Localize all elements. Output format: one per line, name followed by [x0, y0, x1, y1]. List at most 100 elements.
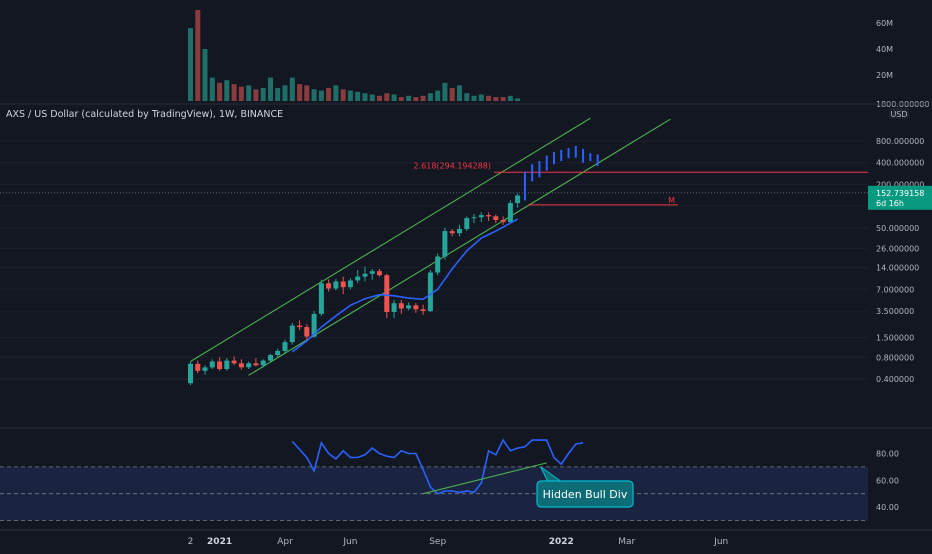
time-label-0: 2 — [188, 537, 194, 547]
channel-lower[interactable] — [248, 118, 671, 376]
price-tick-8: 3.500000 — [876, 307, 914, 316]
volume-bar-8 — [246, 85, 252, 101]
candle-body-41 — [486, 215, 492, 217]
volume-bar-17 — [311, 89, 317, 101]
candle-body-35 — [442, 231, 448, 257]
candle-body-30 — [406, 305, 412, 309]
moving-average — [291, 218, 518, 353]
callout-box — [536, 480, 634, 508]
volume-bar-16 — [304, 85, 310, 101]
candle-body-40 — [478, 215, 484, 218]
volume-bar-7 — [238, 86, 244, 101]
volume-bar-9 — [253, 89, 259, 101]
candle-body-28 — [391, 303, 397, 312]
candle-body-1 — [195, 363, 201, 371]
candle-body-10 — [260, 360, 266, 366]
volume-bar-37 — [457, 85, 462, 101]
volume-bar-11 — [268, 77, 273, 101]
candle-body-7 — [238, 363, 244, 368]
volume-bar-38 — [464, 93, 470, 101]
currency-badge[interactable]: USD — [890, 110, 907, 119]
rsi-axis: 80.00 60.00 40.00 — [876, 450, 899, 513]
volume-bar-12 — [275, 88, 281, 101]
volume-bar-28 — [391, 94, 397, 101]
trend-channel[interactable] — [190, 117, 671, 376]
candle-body-2 — [202, 367, 208, 371]
price-tick-9: 1.500000 — [876, 334, 914, 343]
price-tick-11: 0.400000 — [876, 375, 914, 384]
price-axis[interactable]: 800.000000400.000000200.000000100.000000… — [868, 137, 932, 384]
candle-body-17 — [311, 313, 317, 337]
price-grid — [0, 140, 868, 380]
candle-body-29 — [398, 303, 404, 309]
last-price-countdown: 6d 16h — [876, 199, 904, 208]
last-price-tag[interactable] — [868, 185, 932, 210]
volume-bar-43 — [500, 97, 506, 101]
volume-bar-42 — [493, 97, 499, 101]
candle-body-6 — [231, 360, 237, 364]
volume-bar-19 — [326, 88, 332, 101]
volume-bar-13 — [282, 85, 288, 101]
volume-bar-3 — [209, 77, 215, 101]
ma-line — [291, 218, 518, 353]
divergence-line[interactable] — [423, 462, 547, 495]
candle-body-44 — [507, 203, 513, 223]
price-tick-0: 800.000000 — [876, 137, 924, 146]
volume-bar-26 — [377, 95, 382, 101]
candle-body-26 — [377, 271, 382, 276]
candle-body-38 — [464, 218, 470, 229]
rsi-tick-60.00: 60.00 — [876, 476, 899, 485]
candle-body-37 — [457, 229, 462, 234]
candle-body-31 — [413, 305, 419, 310]
volume-bar-27 — [384, 93, 390, 101]
candle-body-0 — [188, 363, 193, 384]
candle-body-3 — [209, 361, 215, 368]
volume-bar-44 — [507, 95, 513, 101]
volume-tick-20M: 20M — [876, 71, 893, 80]
volume-bar-2 — [202, 49, 208, 101]
volume-bar-22 — [347, 90, 353, 101]
fib-level-label: 2.618(294.194288) — [414, 161, 492, 170]
rsi-pane — [0, 438, 868, 521]
volume-bar-0 — [188, 28, 193, 102]
channel-upper[interactable] — [190, 117, 591, 362]
volume-bar-23 — [355, 91, 361, 101]
candle-body-33 — [427, 272, 433, 312]
hidden-bull-div-callout[interactable]: Hidden Bull Div — [536, 466, 634, 508]
fib-extension[interactable]: 2.618(294.194288) M — [414, 161, 869, 206]
time-label-2: Apr — [277, 537, 293, 547]
volume-bar-24 — [362, 93, 368, 101]
candle-body-32 — [420, 309, 426, 311]
m-level-label: M — [668, 196, 675, 205]
time-label-1: 2021 — [207, 537, 232, 547]
volume-bar-15 — [297, 84, 303, 101]
candle-body-20 — [333, 281, 339, 289]
candle-body-9 — [253, 363, 259, 366]
volume-bar-29 — [398, 97, 404, 101]
time-label-6: Mar — [618, 537, 635, 547]
candle-body-45 — [515, 195, 521, 204]
candle-body-23 — [355, 276, 361, 281]
time-label-7: Jun — [713, 537, 728, 547]
time-label-5: 2022 — [549, 537, 574, 547]
volume-bar-25 — [369, 94, 375, 101]
symbol-title: AXS / US Dollar (calculated by TradingVi… — [6, 109, 283, 120]
volume-bar-36 — [449, 88, 455, 101]
volume-bar-40 — [478, 94, 484, 101]
candle-body-34 — [435, 256, 441, 273]
candle-body-25 — [369, 271, 375, 274]
time-label-3: Jun — [342, 537, 357, 547]
volume-bar-6 — [231, 84, 237, 101]
candle-body-39 — [471, 217, 477, 219]
volume-bar-31 — [413, 97, 419, 101]
rsi-tick-80.00: 80.00 — [876, 450, 899, 459]
candle-body-16 — [304, 327, 310, 337]
volume-bar-4 — [217, 82, 223, 101]
candle-body-14 — [289, 325, 295, 343]
candle-body-43 — [500, 220, 506, 222]
projection-bars[interactable] — [523, 146, 599, 201]
time-axis[interactable]: 2 2021 Apr Jun Sep 2022 Mar Jun — [188, 537, 729, 547]
candle-body-36 — [449, 231, 455, 234]
